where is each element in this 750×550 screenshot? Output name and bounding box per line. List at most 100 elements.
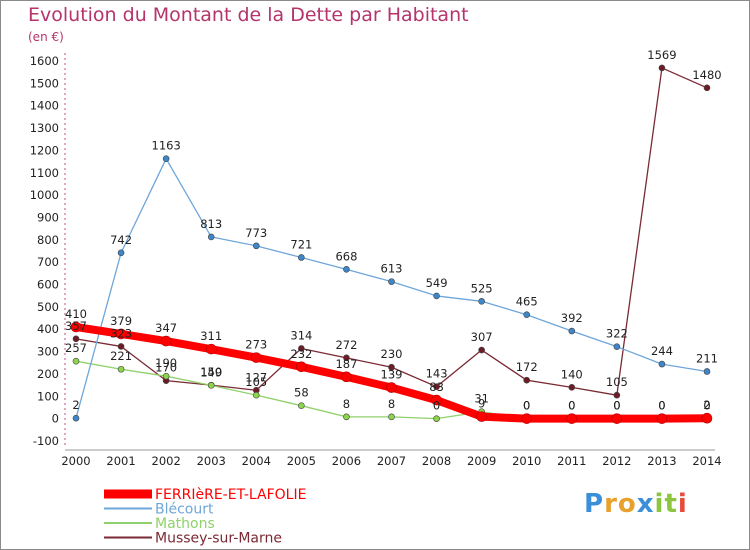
data-label: 58 bbox=[294, 386, 309, 400]
y-tick-label: 700 bbox=[37, 255, 59, 269]
data-label: 357 bbox=[65, 319, 87, 333]
legend-label: Blécourt bbox=[155, 502, 214, 518]
data-label: 2 bbox=[703, 398, 710, 412]
data-label: 257 bbox=[65, 341, 87, 355]
x-tick-label: 2005 bbox=[287, 454, 316, 468]
data-label: 8 bbox=[388, 397, 395, 411]
data-point bbox=[70, 321, 82, 333]
x-tick-label: 2007 bbox=[377, 454, 406, 468]
data-point bbox=[117, 249, 125, 257]
data-label: 0 bbox=[703, 399, 710, 413]
data-label: 813 bbox=[200, 217, 222, 231]
x-tick-label: 2013 bbox=[647, 454, 676, 468]
data-point bbox=[433, 415, 440, 422]
data-label: 244 bbox=[651, 344, 673, 358]
data-label: 1163 bbox=[152, 139, 181, 153]
data-point bbox=[207, 382, 215, 389]
y-tick-label: 1300 bbox=[30, 121, 59, 135]
data-label: 721 bbox=[290, 237, 312, 251]
data-label: 8 bbox=[343, 397, 350, 411]
data-point bbox=[658, 64, 666, 72]
data-label: 0 bbox=[568, 399, 575, 413]
y-tick-label: 1600 bbox=[30, 54, 59, 68]
y-tick-label: 100 bbox=[37, 389, 59, 403]
data-point bbox=[476, 411, 487, 422]
data-point bbox=[478, 346, 485, 354]
data-label: 150 bbox=[200, 365, 222, 379]
data-label: 9 bbox=[478, 397, 485, 411]
data-label: 0 bbox=[568, 399, 575, 413]
data-label: 149 bbox=[200, 365, 222, 379]
y-tick-label: 900 bbox=[37, 210, 59, 224]
data-point bbox=[298, 345, 305, 352]
chart-subtitle: (en €) bbox=[28, 30, 64, 44]
y-tick-label: 1200 bbox=[30, 143, 59, 157]
data-label: 0 bbox=[658, 399, 665, 413]
y-tick-label: 1500 bbox=[30, 76, 59, 90]
y-tick-label: 800 bbox=[37, 233, 59, 247]
data-point bbox=[160, 335, 172, 347]
proxiti-logo: Proxiti bbox=[584, 489, 688, 519]
data-label: 170 bbox=[155, 361, 177, 375]
data-label: 392 bbox=[561, 311, 583, 325]
y-tick-label: 600 bbox=[37, 278, 59, 292]
data-point bbox=[568, 384, 576, 391]
data-point bbox=[566, 413, 578, 424]
data-label: 105 bbox=[245, 375, 267, 389]
data-point bbox=[115, 328, 127, 340]
data-point bbox=[523, 376, 531, 384]
data-label: 773 bbox=[245, 226, 267, 240]
data-point bbox=[72, 414, 80, 422]
data-label: 230 bbox=[381, 347, 403, 361]
data-label: 549 bbox=[426, 276, 448, 290]
data-label: 314 bbox=[290, 328, 312, 342]
data-point bbox=[162, 155, 170, 162]
y-tick-label: 500 bbox=[37, 300, 59, 314]
data-point bbox=[521, 413, 533, 424]
data-point bbox=[703, 84, 711, 92]
data-point bbox=[298, 402, 305, 409]
data-label: 273 bbox=[245, 338, 267, 352]
data-point bbox=[658, 360, 666, 368]
data-point bbox=[388, 413, 395, 421]
data-point bbox=[250, 352, 262, 363]
data-label: 83 bbox=[429, 380, 444, 394]
data-label: 0 bbox=[613, 399, 620, 413]
x-tick-label: 2011 bbox=[557, 454, 586, 468]
data-point bbox=[388, 363, 395, 371]
data-label: 742 bbox=[110, 233, 132, 247]
data-point bbox=[72, 357, 80, 365]
data-point bbox=[703, 368, 711, 375]
data-label: 379 bbox=[110, 314, 132, 328]
data-label: 0 bbox=[523, 399, 530, 413]
data-label: 272 bbox=[335, 338, 357, 352]
data-point bbox=[117, 365, 125, 373]
data-label: 465 bbox=[516, 295, 538, 309]
y-tick-label: 200 bbox=[37, 367, 59, 381]
data-point bbox=[162, 372, 170, 380]
y-tick-label: 1100 bbox=[30, 166, 59, 180]
y-tick-label: 1400 bbox=[30, 99, 59, 113]
data-label: 2 bbox=[72, 398, 79, 412]
x-tick-label: 2008 bbox=[422, 454, 451, 468]
data-point bbox=[298, 254, 305, 261]
data-label: 0 bbox=[613, 399, 620, 413]
data-point bbox=[478, 297, 485, 305]
y-tick-label: 400 bbox=[37, 322, 59, 336]
data-label: 187 bbox=[335, 357, 357, 371]
x-tick-label: 2009 bbox=[467, 454, 496, 468]
data-point bbox=[343, 413, 350, 421]
x-tick-label: 2003 bbox=[197, 454, 226, 468]
data-point bbox=[386, 382, 397, 393]
data-label: 31 bbox=[474, 392, 489, 406]
data-point bbox=[656, 413, 668, 424]
data-label: 211 bbox=[696, 351, 718, 365]
data-point bbox=[72, 335, 80, 343]
data-point bbox=[701, 412, 713, 424]
data-label: 525 bbox=[471, 281, 493, 295]
data-label: 1569 bbox=[647, 48, 676, 62]
data-point bbox=[431, 394, 442, 406]
chart-title: Evolution du Montant de la Dette par Hab… bbox=[28, 4, 469, 26]
